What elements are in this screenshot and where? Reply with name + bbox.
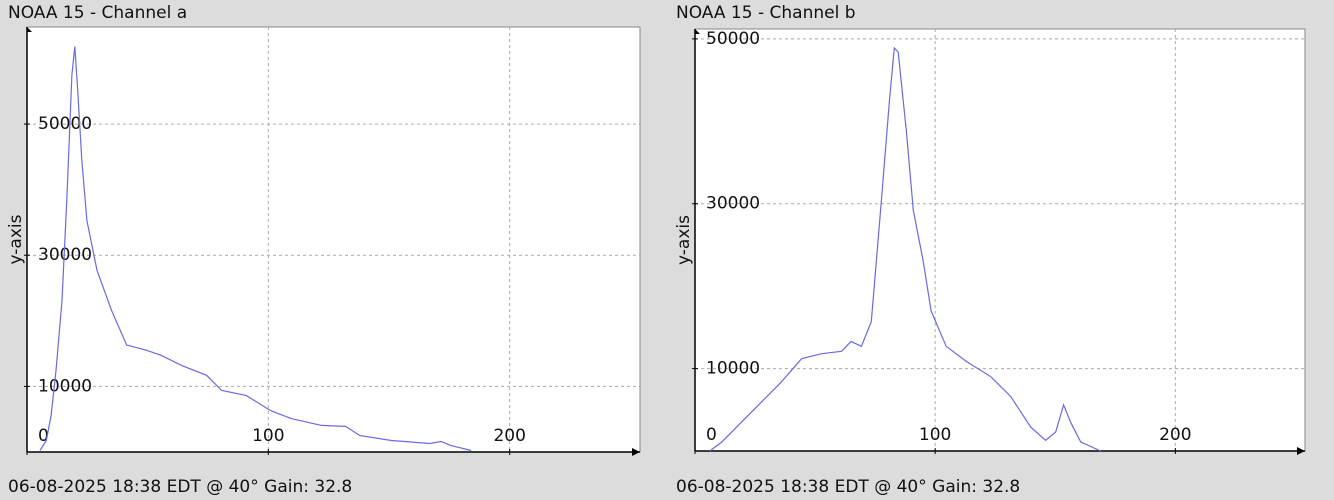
data-line xyxy=(39,46,472,452)
chart-panel: NOAA 15 - Channel b 10000 30000 50000 0 100 20… xyxy=(674,3,1306,497)
x-tick-label: 200 xyxy=(493,426,525,446)
data-line xyxy=(709,46,1101,452)
chart-panel: NOAA 15 - Channel a 10000 30000 50000 0 100 20… xyxy=(6,3,641,497)
x-tick-label: 0 xyxy=(38,426,49,446)
y-tick-label: 10000 xyxy=(38,376,92,396)
x-tick-label: 100 xyxy=(919,425,951,445)
axis-arrow xyxy=(632,448,640,456)
chart-title: NOAA 15 - Channel b xyxy=(676,3,856,23)
caption: 06-08-2025 18:38 EDT @ 40° Gain: 32.8 xyxy=(8,477,352,497)
y-axis-label: y-axis xyxy=(6,214,26,264)
axis-arrow xyxy=(1297,447,1305,455)
y-axis-label: y-axis xyxy=(674,215,694,265)
axis-arrow xyxy=(695,29,700,34)
x-tick-label: 0 xyxy=(706,425,717,445)
chart-title: NOAA 15 - Channel a xyxy=(8,3,187,23)
plot-area xyxy=(694,28,1306,452)
y-tick-label: 30000 xyxy=(706,194,760,214)
y-tick-label: 10000 xyxy=(706,359,760,379)
x-tick-label: 200 xyxy=(1159,425,1191,445)
plot-area xyxy=(26,26,641,453)
y-tick-label: 50000 xyxy=(706,29,760,49)
y-tick-label: 50000 xyxy=(38,114,92,134)
x-tick-label: 100 xyxy=(252,426,284,446)
axis-arrow xyxy=(27,27,32,32)
y-tick-label: 30000 xyxy=(38,245,92,265)
caption: 06-08-2025 18:38 EDT @ 40° Gain: 32.8 xyxy=(676,477,1020,497)
